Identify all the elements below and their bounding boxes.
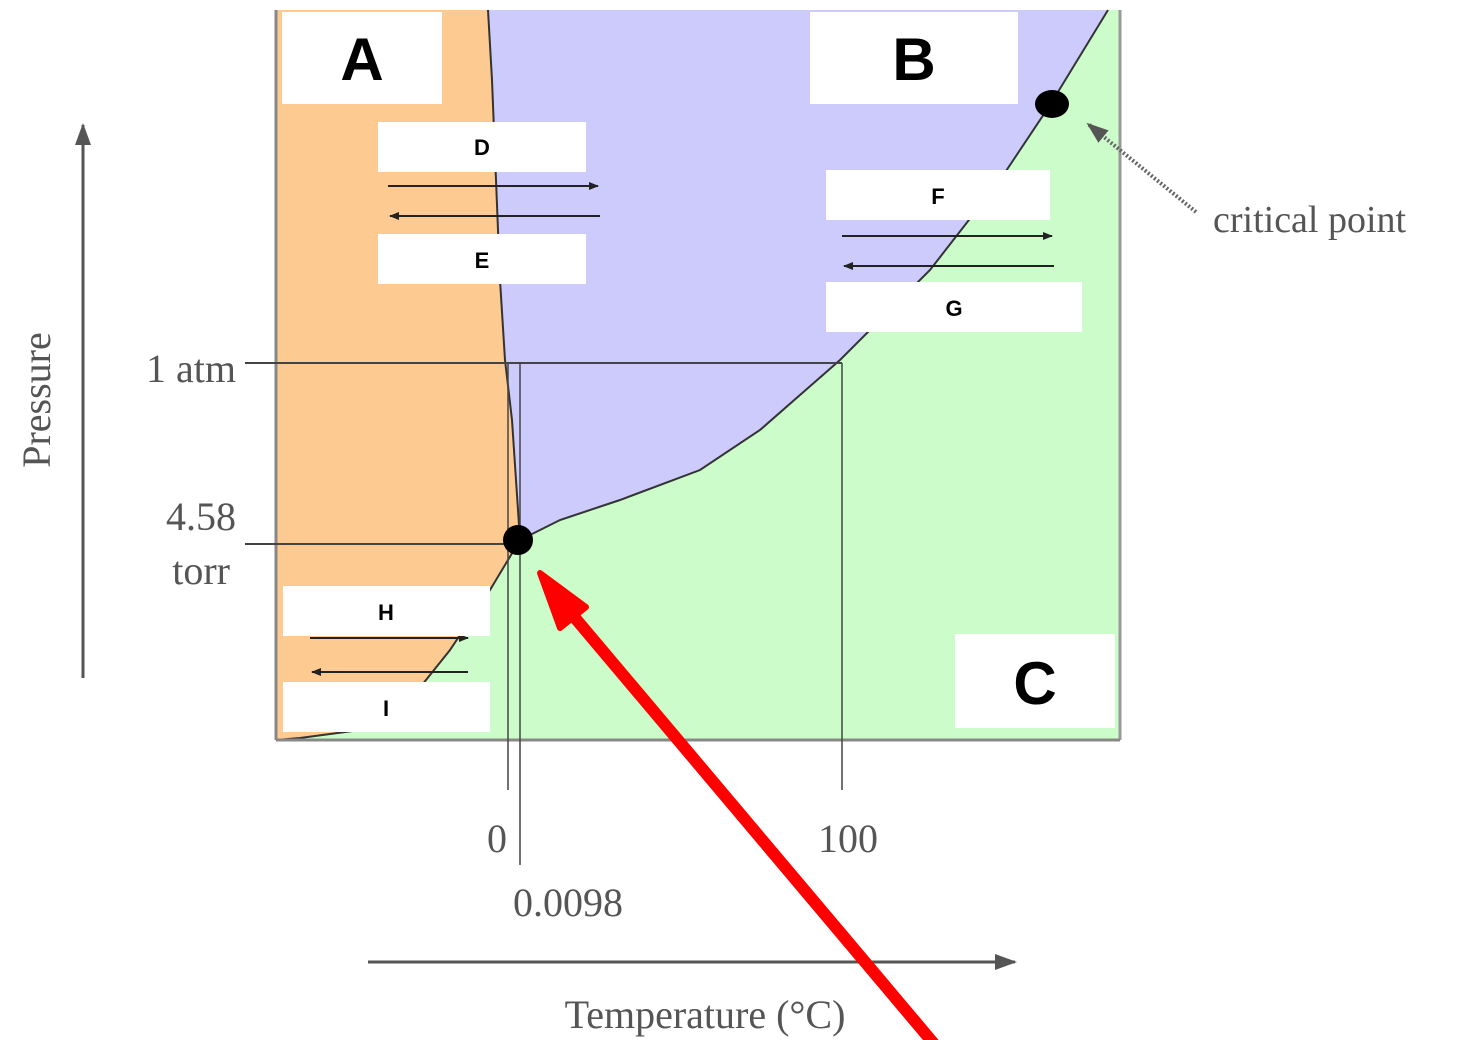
triple-point — [503, 525, 533, 555]
label-h: H — [378, 600, 394, 625]
label-d: D — [474, 135, 490, 160]
label-i-box — [283, 682, 490, 732]
label-f-box — [826, 170, 1050, 220]
critical-point — [1035, 90, 1069, 118]
label-i: I — [383, 696, 389, 721]
label-g: G — [945, 296, 962, 321]
label-e-box — [378, 234, 586, 284]
region-b-box — [810, 12, 1018, 104]
pressure-1atm-label: 1 atm — [146, 346, 236, 391]
label-h-box — [283, 586, 490, 636]
region-a-box — [282, 12, 442, 104]
pressure-triple-label-value: 4.58 — [166, 494, 236, 539]
critical-point-label: critical point — [1213, 199, 1407, 241]
temp-100-label: 100 — [818, 816, 878, 861]
pressure-triple-label-unit: torr — [172, 548, 230, 593]
pressure-axis-label: Pressure — [14, 332, 59, 468]
region-a-label: A — [340, 26, 383, 93]
label-e: E — [475, 248, 490, 273]
triple-point-pointer-head — [537, 570, 589, 631]
temperature-axis-label: Temperature (°C) — [565, 992, 846, 1037]
critical-point-pointer — [1086, 122, 1198, 214]
label-d-box — [378, 122, 586, 172]
temp-triple-label: 0.0098 — [513, 880, 623, 925]
liquid-region — [488, 10, 1108, 540]
label-g-box — [826, 282, 1082, 332]
temp-0-label: 0 — [487, 816, 507, 861]
label-f: F — [931, 184, 944, 209]
region-c-box — [955, 634, 1115, 728]
region-b-label: B — [892, 26, 935, 93]
region-c-label: C — [1013, 650, 1056, 717]
vaporization-curve — [519, 9, 1109, 541]
solid-region — [276, 10, 520, 740]
triple-point-pointer-arrow — [564, 606, 939, 1040]
